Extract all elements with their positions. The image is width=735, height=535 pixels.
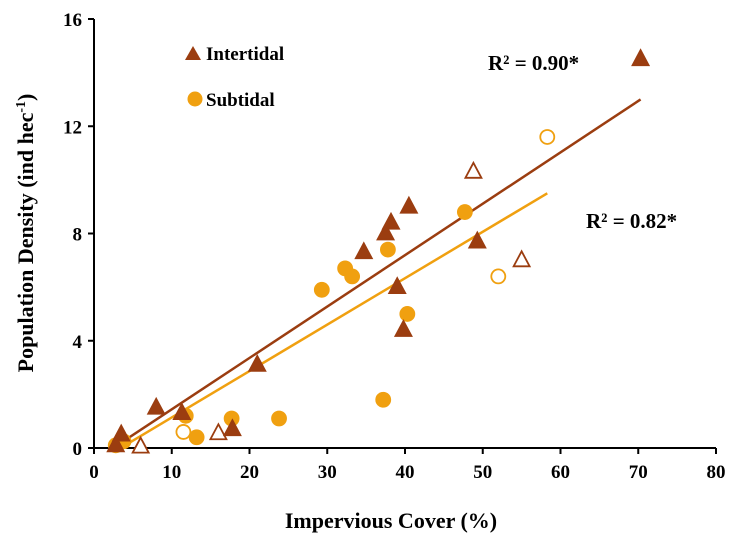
data-points-layer xyxy=(106,48,651,454)
r2-subtidal-label: R² = 0.82* xyxy=(586,209,677,233)
x-tick-label: 70 xyxy=(629,462,648,483)
intertidal-point xyxy=(387,276,407,295)
legend-intertidal-label: Intertidal xyxy=(206,44,284,65)
subtidal-point xyxy=(456,204,473,220)
subtidal-point xyxy=(313,281,330,298)
intertidal-point xyxy=(393,319,413,337)
subtidal-point xyxy=(271,410,287,427)
x-tick-label: 30 xyxy=(318,462,337,483)
r2-intertidal-label: R² = 0.90* xyxy=(488,51,579,75)
legend-subtidal-label: Subtidal xyxy=(206,90,275,111)
x-tick-label: 80 xyxy=(707,462,726,483)
subtidal-point xyxy=(490,268,507,285)
intertidal-point xyxy=(208,422,228,441)
legend-subtidal-marker xyxy=(187,91,203,107)
intertidal-point xyxy=(467,230,487,249)
trendline-intertidal xyxy=(116,98,642,447)
intertidal-point xyxy=(146,396,166,415)
x-tick-label: 10 xyxy=(162,462,181,483)
intertidal-point xyxy=(172,402,192,421)
y-tick-label: 4 xyxy=(73,332,83,353)
legend: Intertidal Subtidal xyxy=(185,44,284,111)
intertidal-point xyxy=(381,211,401,230)
intertidal-point xyxy=(131,435,151,454)
legend-intertidal-marker xyxy=(185,46,201,60)
subtidal-point xyxy=(344,268,361,285)
x-tick-label: 0 xyxy=(89,462,99,483)
trendline-subtidal xyxy=(124,192,548,447)
x-tick-label: 50 xyxy=(473,462,492,483)
subtidal-point xyxy=(539,129,556,145)
intertidal-point xyxy=(399,195,419,214)
y-axis-title-superscript: -1 xyxy=(14,101,29,113)
y-axis-title: Population Density (ind hec-1) xyxy=(13,94,38,373)
y-tick-label: 0 xyxy=(73,439,83,460)
subtidal-point xyxy=(175,424,192,440)
x-tick-label: 40 xyxy=(396,462,415,483)
intertidal-point xyxy=(247,353,267,372)
subtidal-point xyxy=(399,306,416,322)
x-axis-title: Impervious Cover (%) xyxy=(285,508,497,533)
x-tick-label: 60 xyxy=(551,462,570,483)
y-axis-title-close: ) xyxy=(13,94,38,101)
intertidal-point xyxy=(354,241,374,260)
intertidal-point xyxy=(512,249,532,268)
y-tick-label: 8 xyxy=(73,225,83,246)
intertidal-point xyxy=(631,48,651,67)
subtidal-point xyxy=(375,391,392,408)
axes-layer: 0 10 20 30 40 50 60 70 80 0 4 8 12 16 xyxy=(63,10,726,483)
intertidal-point xyxy=(106,434,126,453)
y-tick-label: 16 xyxy=(63,10,82,31)
y-axis-title-main: Population Density (ind hec xyxy=(13,112,38,372)
intertidal-point xyxy=(376,222,396,241)
intertidal-point xyxy=(463,160,483,179)
intertidal-point xyxy=(222,418,242,437)
subtidal-point xyxy=(379,241,396,258)
y-tick-label: 12 xyxy=(63,117,82,138)
x-tick-label: 20 xyxy=(240,462,259,483)
intertidal-point xyxy=(111,423,131,442)
subtidal-point xyxy=(188,429,205,446)
